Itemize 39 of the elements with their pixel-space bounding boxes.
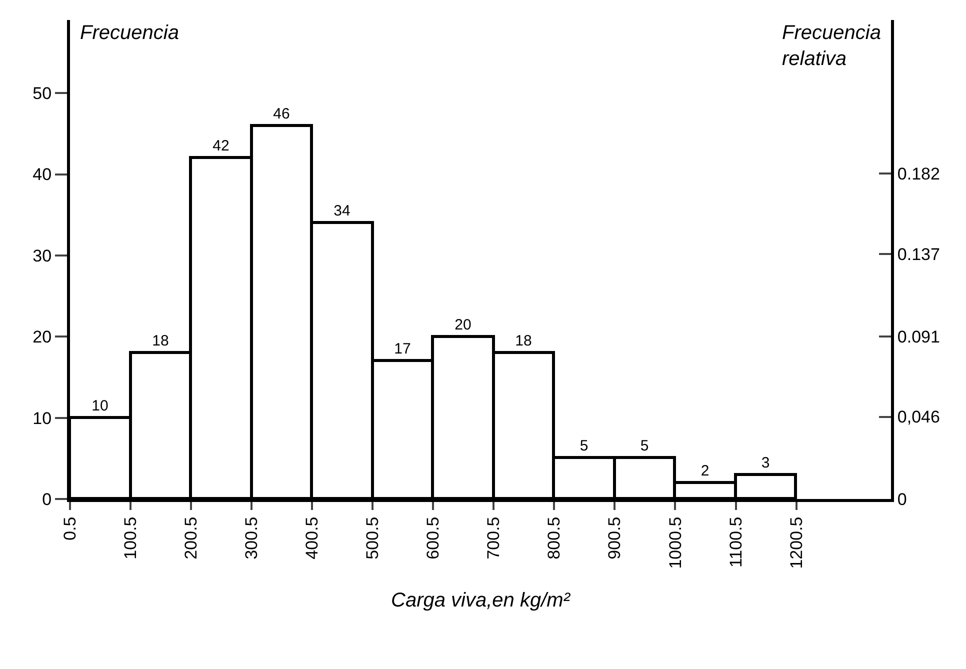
x-tick-label: 100.5 — [121, 516, 140, 560]
x-tick-label: 0.5 — [60, 516, 80, 540]
y2-tick-label: 0,046 — [897, 408, 940, 427]
x-tick-label: 800.5 — [544, 516, 564, 560]
y2-axis-title: Frecuencia relativa — [782, 22, 881, 70]
data-label: 20 — [454, 316, 472, 334]
y-tick-label: 0 — [42, 490, 52, 509]
y2-tick-label: 0.137 — [897, 245, 940, 264]
x-axis-title: Carga viva,en kg/m² — [391, 589, 572, 612]
x-tick-label: 900.5 — [605, 516, 624, 560]
y-tick-label: 30 — [32, 246, 52, 266]
y2-tick-label: 0 — [897, 490, 907, 509]
data-label: 34 — [334, 202, 350, 220]
data-label: 18 — [152, 332, 169, 350]
x-tick-label: 300.5 — [242, 516, 262, 560]
data-label: 46 — [273, 106, 290, 122]
y2-tick-label: 0.182 — [897, 164, 940, 184]
y-tick-label: 10 — [32, 408, 52, 428]
data-label: 3 — [761, 454, 770, 472]
y-tick-label: 40 — [32, 165, 52, 184]
data-label: 2 — [700, 462, 710, 480]
x-tick-label: 500.5 — [363, 516, 382, 560]
y-axis-title: Frecuencia — [80, 22, 179, 44]
y-tick-label: 50 — [32, 84, 52, 104]
x-tick-label: 700.5 — [484, 516, 504, 560]
data-label: 10 — [92, 398, 108, 414]
data-label: 42 — [212, 138, 230, 154]
data-label: 17 — [394, 340, 411, 358]
data-label: 18 — [515, 332, 532, 350]
x-tick-label: 1200.5 — [786, 516, 806, 569]
x-tick-label: 1000.5 — [666, 516, 685, 569]
x-tick-label: 1100.5 — [726, 516, 746, 568]
data-label: 5 — [580, 438, 588, 454]
data-label: 5 — [640, 438, 649, 454]
y-tick-label: 20 — [32, 328, 52, 347]
x-tick-label: 400.5 — [302, 516, 322, 560]
y2-tick-label: 0.091 — [897, 327, 940, 346]
x-tick-label: 600.5 — [424, 516, 443, 560]
x-tick-label: 200.5 — [182, 516, 201, 560]
